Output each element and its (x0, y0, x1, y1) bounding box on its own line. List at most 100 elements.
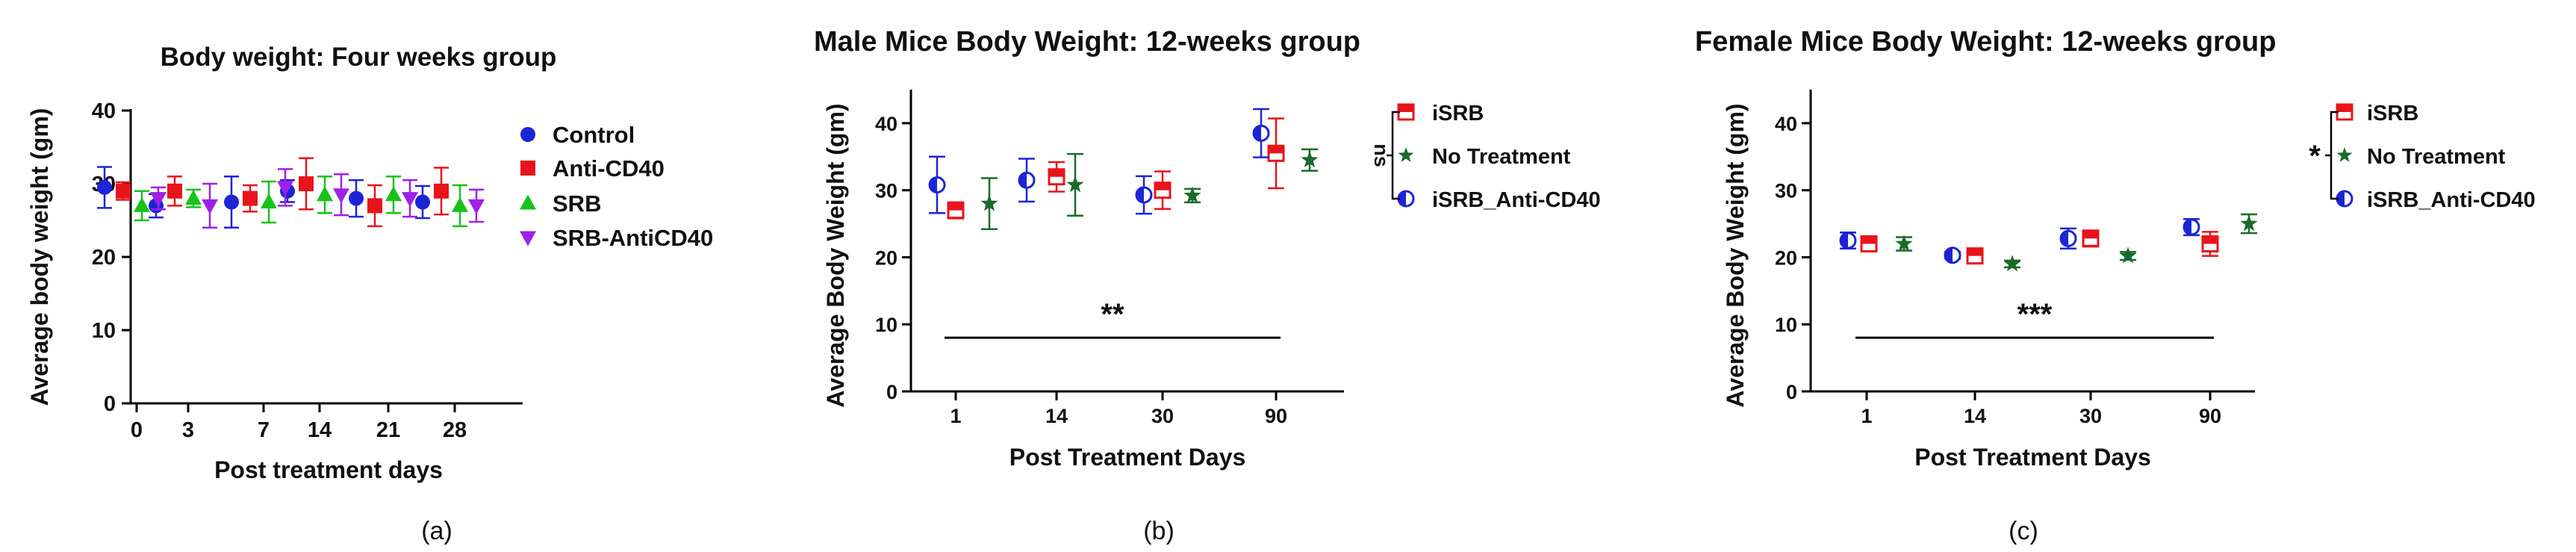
data-point (415, 194, 430, 210)
data-point (468, 199, 485, 214)
legend-label: No Treatment (2367, 145, 2506, 169)
y-tick-label: 30 (1775, 180, 1797, 202)
chart-title: Female Mice Body Weight: 12-weeks group (1695, 26, 2276, 58)
chart-panel-c: Female Mice Body Weight: 12-weeks group 0… (1687, 0, 2576, 552)
y-tick-label: 40 (92, 99, 116, 123)
data-point (434, 183, 449, 199)
data-point (299, 176, 314, 191)
data-point (402, 192, 418, 208)
chart-b: Male Mice Body Weight: 12-weeks group 0 10… (814, 26, 1601, 545)
panel-caption: (a) (421, 517, 452, 545)
data-point (2183, 218, 2200, 236)
legend-label: Control (553, 122, 635, 148)
data-point (243, 190, 258, 206)
legend-bracket (2325, 111, 2339, 200)
data-point (385, 186, 402, 202)
y-axis-title: Average Body Weight (gm) (1722, 103, 1749, 407)
legend-marker (520, 127, 535, 142)
x-tick-label: 14 (1964, 405, 1986, 427)
y-tick-label: 20 (875, 246, 897, 269)
legend-annotation: ns (1370, 143, 1393, 167)
data-point (367, 198, 382, 214)
chart-title: Body weight: Four weeks group (161, 43, 557, 72)
data-point (349, 190, 364, 206)
x-tick-label: 14 (1045, 405, 1068, 427)
legend-label: No Treatment (1432, 145, 1571, 169)
data-point (333, 188, 349, 204)
data-point (2003, 255, 2021, 272)
data-point (1048, 168, 1065, 186)
data-point (134, 196, 150, 212)
y-tick-label: 40 (875, 113, 897, 135)
legend-label: SRB (553, 190, 601, 217)
data-point (1966, 247, 1984, 265)
y-axis-title: Average body weight (gm) (26, 108, 53, 406)
y-tick-label: 20 (1775, 246, 1797, 269)
chart-panel-a: Body weight: Four weeks group01020304003… (0, 0, 791, 552)
y-tick-label: 0 (104, 392, 116, 416)
y-tick-label: 0 (1786, 381, 1797, 403)
data-point (2082, 229, 2100, 247)
x-axis-title: Post Treatment Days (1009, 444, 1246, 471)
x-axis-title: Post Treatment Days (1914, 444, 2151, 471)
x-tick-label: 30 (1151, 405, 1174, 427)
x-tick-label: 0 (131, 418, 143, 442)
significance-label: *** (2017, 298, 2053, 331)
y-tick-label: 10 (92, 319, 116, 343)
x-tick-label: 30 (2079, 405, 2102, 427)
data-point (116, 183, 131, 199)
data-point (1944, 246, 1961, 264)
x-tick-label: 1 (950, 405, 961, 427)
significance-label: ** (1101, 298, 1124, 331)
legend-label: SRB-AntiCD40 (553, 225, 713, 251)
data-point (317, 186, 333, 202)
data-point (1183, 186, 1201, 203)
data-point (1301, 151, 1319, 168)
y-tick-label: 20 (92, 246, 116, 270)
x-tick-label: 3 (182, 418, 194, 442)
data-point (1839, 232, 1857, 249)
legend-marker (2336, 190, 2353, 208)
y-tick-label: 30 (875, 180, 897, 202)
y-tick-label: 40 (1775, 113, 1797, 135)
legend-label: iSRB (2367, 102, 2418, 125)
legend-label: iSRB_Anti-CD40 (1432, 188, 1601, 212)
legend-marker (1398, 147, 1414, 162)
data-point (97, 179, 112, 195)
x-tick-label: 90 (2199, 405, 2221, 427)
data-point (1267, 144, 1285, 162)
panel-caption: (b) (1143, 517, 1175, 545)
data-point (2201, 235, 2219, 252)
x-tick-label: 14 (308, 418, 332, 442)
data-point (980, 194, 998, 211)
data-point (1895, 235, 1913, 252)
data-point (1154, 182, 1172, 199)
data-point (167, 183, 182, 199)
x-tick-label: 7 (258, 418, 270, 442)
panel-caption: (c) (2009, 517, 2038, 545)
data-point (277, 181, 293, 196)
data-point (150, 192, 167, 208)
x-tick-label: 1 (1861, 405, 1872, 427)
y-tick-label: 10 (1775, 314, 1797, 336)
legend-label: iSRB_Anti-CD40 (2367, 188, 2536, 212)
y-axis-title: Average Body Weight (gm) (822, 103, 849, 407)
legend-marker (1397, 190, 1415, 208)
data-point (452, 196, 468, 212)
legend-bracket (1387, 111, 1400, 200)
data-point (1252, 124, 1270, 142)
data-point (2059, 229, 2077, 247)
x-tick-label: 90 (1265, 405, 1287, 427)
legend-marker (520, 194, 536, 210)
chart-c: Female Mice Body Weight: 12-weeks group 0… (1695, 26, 2536, 545)
y-tick-label: 10 (875, 314, 897, 336)
data-point (928, 176, 946, 193)
chart-title: Male Mice Body Weight: 12-weeks group (814, 26, 1360, 58)
chart-a: Body weight: Four weeks group01020304003… (26, 43, 713, 545)
chart-panel-b: Male Mice Body Weight: 12-weeks group 0 10… (791, 0, 1687, 552)
data-point (224, 194, 239, 210)
x-tick-label: 21 (376, 418, 400, 442)
data-point (202, 199, 218, 214)
legend-annotation: * (2309, 140, 2321, 173)
data-point (1860, 235, 1878, 252)
